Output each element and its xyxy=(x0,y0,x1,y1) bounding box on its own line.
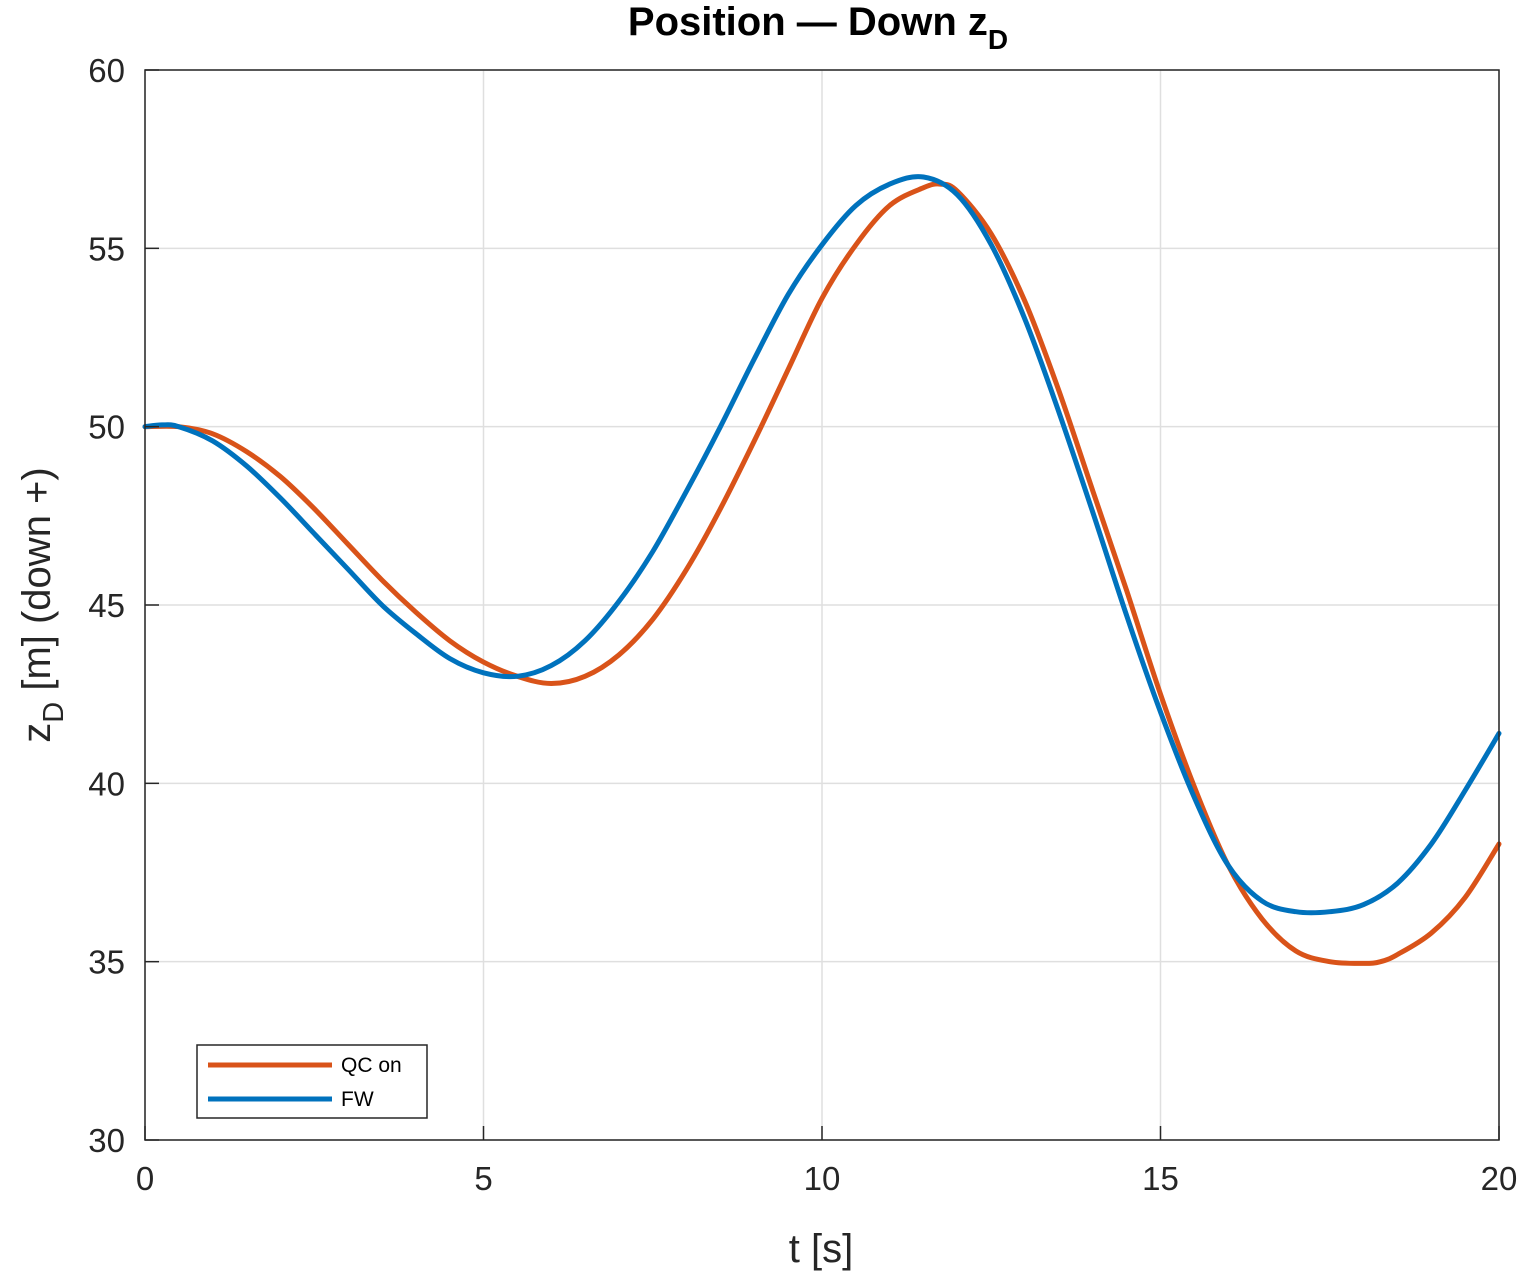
series-lines xyxy=(142,174,1502,966)
y-tick-label: 45 xyxy=(88,587,125,624)
y-axis-label-rest: [m] (down +) xyxy=(15,467,59,702)
legend: QC on FW xyxy=(196,1044,428,1119)
y-axis-label-subscript: D xyxy=(38,702,70,723)
y-axis-label-main: z xyxy=(15,723,59,743)
legend-label-fw: FW xyxy=(341,1088,374,1111)
series-line-qc-on xyxy=(142,181,1502,966)
grid-lines xyxy=(144,69,1500,1141)
chart-title-subscript: D xyxy=(988,24,1008,55)
y-axis-label: zD [m] (down +) xyxy=(15,467,70,742)
y-tick-label: 60 xyxy=(88,52,125,89)
y-tick-label: 35 xyxy=(88,944,125,981)
x-tick-label: 20 xyxy=(1481,1160,1518,1197)
y-tick-label: 50 xyxy=(88,409,125,446)
x-tick-label: 5 xyxy=(474,1160,492,1197)
x-tick-label: 15 xyxy=(1142,1160,1179,1197)
x-tick-label: 10 xyxy=(804,1160,841,1197)
chart-title-main: Position — Down z xyxy=(628,0,988,44)
chart-title: Position — Down zD xyxy=(628,0,1008,55)
legend-box xyxy=(196,1044,428,1119)
x-tick-label: 0 xyxy=(136,1160,154,1197)
y-tick-label: 30 xyxy=(88,1122,125,1159)
y-tick-label: 55 xyxy=(88,230,125,267)
legend-label-qc-on: QC on xyxy=(341,1054,402,1077)
axis-ticks: 0 5 10 15 20 30 35 40 45 50 55 60 xyxy=(88,52,1517,1197)
y-tick-label: 40 xyxy=(88,765,125,802)
series-line-fw xyxy=(142,174,1502,916)
x-axis-label: t [s] xyxy=(789,1227,853,1271)
